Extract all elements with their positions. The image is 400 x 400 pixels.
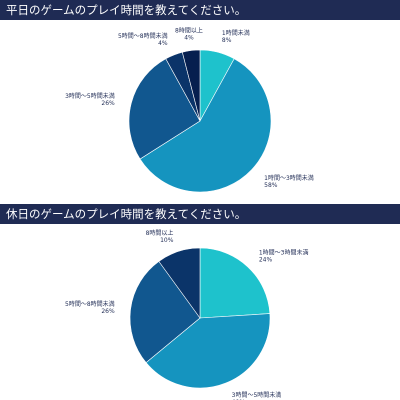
weekday-slice-1-label: 1時間〜3時間未満 xyxy=(264,174,314,182)
holiday-slice-3-label: 8時間以上 xyxy=(146,229,174,237)
holiday-slice-2 xyxy=(129,260,201,364)
holiday-panel: 休日のゲームのプレイ時間を教えてください。 1時間〜3時間未満 24% 3時間〜5時… xyxy=(0,204,400,400)
holiday-slice-3-percent: 10% xyxy=(160,237,174,244)
weekday-slice-4-percent: 4% xyxy=(184,35,194,42)
weekday-panel: 平日のゲームのプレイ時間を教えてください。 1時間未満 8% 1時間〜3時間未満 58… xyxy=(0,0,400,193)
weekday-slice-1-percent: 58% xyxy=(264,182,278,189)
holiday-slice-0 xyxy=(199,247,271,319)
weekday-slice-2-percent: 26% xyxy=(101,100,115,107)
weekday-slice-4-label: 8時間以上 xyxy=(175,27,203,35)
weekday-slice-1 xyxy=(139,58,272,193)
holiday-slice-1 xyxy=(145,313,271,389)
weekday-slice-3-percent: 4% xyxy=(158,40,168,47)
holiday-slice-1-percent: 40% xyxy=(232,399,246,400)
holiday-slice-2-percent: 26% xyxy=(101,308,115,315)
holiday-slice-0-label: 1時間〜3時間未満 xyxy=(259,248,309,256)
holiday-slice-0-percent: 24% xyxy=(259,256,273,263)
weekday-slice-2-label: 3時間〜5時間未満 xyxy=(65,92,115,100)
weekday-slice-2 xyxy=(128,58,201,160)
holiday-slice-2-label: 5時間〜8時間未満 xyxy=(65,300,115,308)
weekday-slice-4 xyxy=(181,49,201,122)
holiday-chart-title: 休日のゲームのプレイ時間を教えてください。 xyxy=(0,204,400,224)
holiday-slice-1-label: 3時間〜5時間未満 xyxy=(232,391,282,399)
weekday-slice-3-label: 5時間〜8時間未満 xyxy=(118,32,168,40)
holiday-slice-3 xyxy=(158,247,201,319)
weekday-chart-title: 平日のゲームのプレイ時間を教えてください。 xyxy=(0,0,400,20)
weekday-slice-0-percent: 8% xyxy=(222,37,232,44)
weekday-slice-0-label: 1時間未満 xyxy=(222,29,250,37)
